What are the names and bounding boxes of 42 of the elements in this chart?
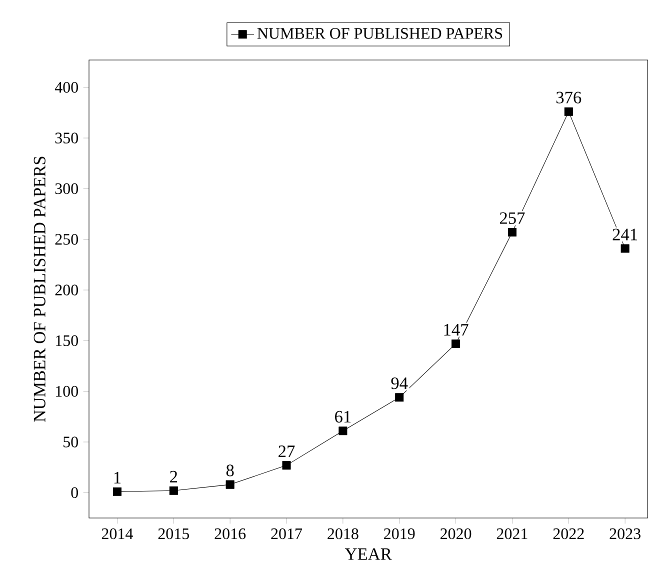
x-tick-label: 2016: [214, 528, 246, 540]
point: [395, 393, 404, 402]
point: [620, 244, 630, 253]
point: [564, 107, 573, 116]
legend-label: NUMBER OF PUBLISHED PAPERS: [257, 28, 502, 39]
x-tick-label: 2020: [440, 528, 472, 540]
y-tick-label: 300: [55, 183, 78, 194]
x-tick-label: 2015: [158, 528, 190, 540]
x-tick-label: 2019: [384, 528, 415, 540]
x-tick-label: 2023: [610, 528, 640, 540]
y-axis-title: NUMBER OF PUBLISHED PAPERS: [34, 156, 46, 422]
point: [508, 228, 516, 237]
y-tick-label: 0: [71, 487, 78, 498]
y-tick-label: 50: [64, 436, 78, 448]
y-tick-label: 100: [56, 386, 78, 397]
data-label: 27: [278, 446, 295, 458]
data-label: 8: [226, 464, 234, 476]
data-label: 376: [556, 92, 582, 104]
data-label: 257: [500, 212, 525, 224]
data-label: 1: [114, 472, 121, 484]
data-label: 2: [170, 470, 178, 482]
point: [169, 486, 178, 495]
point: [282, 461, 291, 470]
y-tick-label: 150: [56, 335, 78, 346]
data-label: 61: [335, 410, 351, 423]
x-tick-label: 2022: [553, 528, 584, 540]
point: [338, 426, 348, 436]
point: [452, 339, 460, 348]
x-tick-label: 2021: [496, 528, 528, 540]
data-label: 94: [391, 377, 408, 390]
y-tick-label: 250: [55, 234, 78, 245]
x-axis-title: YEAR: [344, 548, 392, 560]
y-tick-label: 400: [54, 82, 78, 93]
x-tick-label: 2014: [102, 528, 133, 540]
point: [112, 487, 122, 496]
x-tick-label: 2018: [328, 528, 358, 540]
point: [226, 480, 234, 489]
data-label: 147: [444, 324, 468, 336]
x-tick-label: 2017: [271, 528, 302, 540]
data-label: 241: [612, 228, 638, 240]
y-tick-label: 350: [55, 132, 78, 144]
y-tick-label: 200: [55, 284, 78, 296]
